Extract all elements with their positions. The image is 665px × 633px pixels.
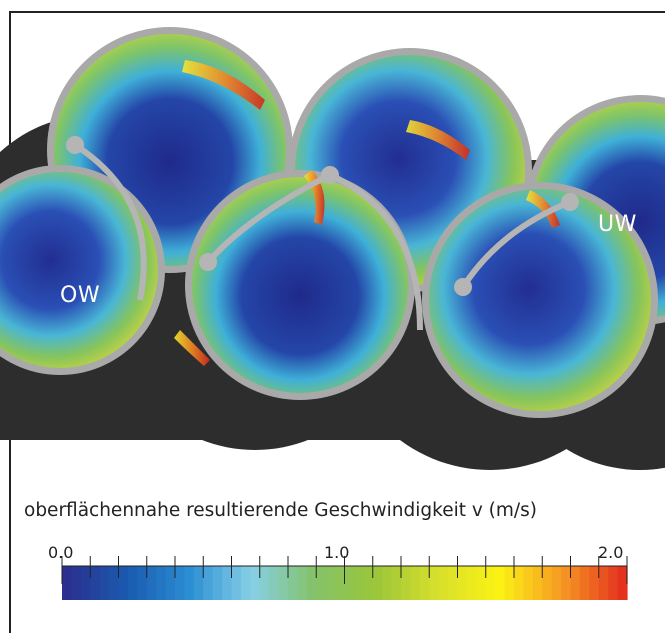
colorbar-band [231, 566, 242, 600]
colorbar-gradient [62, 566, 628, 600]
colorbar-band [306, 566, 317, 600]
colorbar-band [495, 566, 506, 600]
colorbar-band [382, 566, 393, 600]
colorbar-band [203, 566, 214, 600]
colorbar-band [80, 566, 91, 600]
colorbar-band [288, 566, 299, 600]
colorbar-band [259, 566, 270, 600]
colorbar-band [278, 566, 289, 600]
colorbar-band [137, 566, 148, 600]
colorbar-band [325, 566, 336, 600]
colorbar-band [118, 566, 129, 600]
colorbar-band [344, 566, 355, 600]
colorbar-band [146, 566, 157, 600]
colorbar-band [62, 566, 73, 600]
colorbar-band [598, 566, 609, 600]
colorbar-band [608, 566, 619, 600]
colorbar-band [99, 566, 110, 600]
colorbar-band [401, 566, 412, 600]
colorbar-band [570, 566, 581, 600]
colorbar-band [532, 566, 543, 600]
colorbar-band [485, 566, 496, 600]
colorbar-band [250, 566, 261, 600]
colorbar-band [589, 566, 600, 600]
colorbar-band [175, 566, 186, 600]
colorbar-band [542, 566, 553, 600]
colorbar-band [353, 566, 364, 600]
colorbar-band [410, 566, 421, 600]
colorbar-band [504, 566, 515, 600]
pivot-point [321, 166, 339, 184]
simulation-render [0, 27, 665, 470]
colorbar-band [429, 566, 440, 600]
colorbar-band [391, 566, 402, 600]
colorbar-band [363, 566, 374, 600]
pivot-point [454, 278, 472, 296]
colorbar-band [372, 566, 383, 600]
colorbar-band [184, 566, 195, 600]
colorbar [61, 556, 628, 600]
tick-label-min: 0.0 [48, 543, 74, 562]
colorbar-band [165, 566, 176, 600]
label-uw: UW [598, 212, 637, 237]
colorbar-band [466, 566, 477, 600]
colorbar-ticks [61, 556, 628, 584]
colorbar-band [127, 566, 138, 600]
colorbar-band [514, 566, 525, 600]
pivot-point [199, 253, 217, 271]
colorbar-band [269, 566, 280, 600]
colorbar-band [297, 566, 308, 600]
basin-bottom-row [0, 165, 658, 418]
colorbar-band [240, 566, 251, 600]
pivot-point [66, 136, 84, 154]
label-ow: OW [60, 283, 101, 308]
pivot-point [561, 193, 579, 211]
colorbar-band [551, 566, 562, 600]
colorbar-band [419, 566, 430, 600]
colorbar-band [523, 566, 534, 600]
colorbar-title: oberflächennahe resultierende Geschwindi… [24, 500, 538, 521]
colorbar-band [617, 566, 628, 600]
colorbar-band [561, 566, 572, 600]
colorbar-band [448, 566, 459, 600]
colorbar-band [222, 566, 233, 600]
colorbar-band [156, 566, 167, 600]
colorbar-band [109, 566, 120, 600]
colorbar-band [193, 566, 204, 600]
colorbar-band [457, 566, 468, 600]
colorbar-band [579, 566, 590, 600]
colorbar-band [71, 566, 82, 600]
tick-label-max: 2.0 [598, 543, 624, 562]
colorbar-band [438, 566, 449, 600]
colorbar-band [90, 566, 101, 600]
colorbar-band [212, 566, 223, 600]
colorbar-band [335, 566, 346, 600]
tick-label-mid: 1.0 [324, 543, 350, 562]
divider-walls [66, 136, 579, 331]
colorbar-band [316, 566, 327, 600]
colorbar-band [476, 566, 487, 600]
